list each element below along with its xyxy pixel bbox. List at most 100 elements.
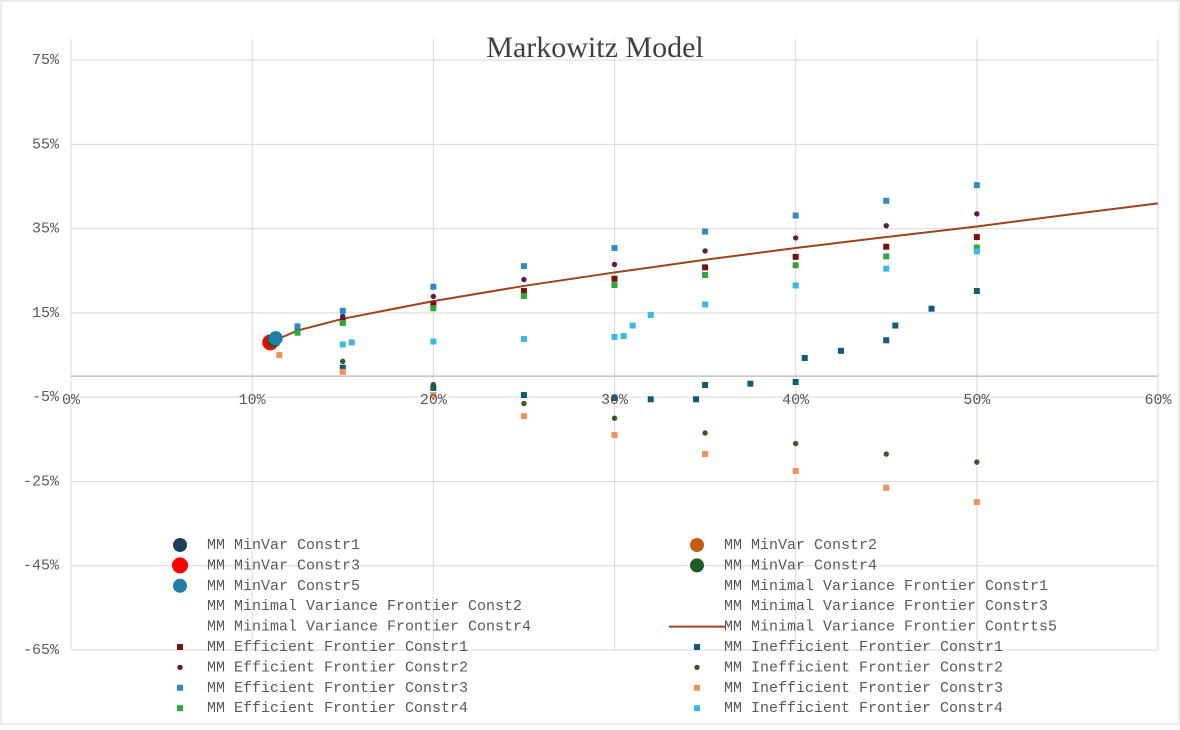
point — [702, 301, 709, 308]
point — [928, 305, 935, 312]
point — [430, 392, 437, 399]
point — [611, 261, 618, 268]
point — [792, 282, 799, 289]
point — [276, 352, 283, 359]
legend-swatch — [177, 684, 183, 691]
x-tick-label: 10% — [239, 392, 267, 409]
point — [620, 333, 627, 340]
point — [611, 395, 618, 402]
point — [702, 430, 708, 436]
y-tick-label: -5% — [32, 389, 60, 406]
point — [693, 396, 700, 403]
point — [430, 301, 437, 308]
legend-label: MM Inefficient Frontier Constr1 — [724, 639, 1003, 656]
legend-label: MM MinVar Constr2 — [724, 537, 877, 554]
point — [792, 262, 799, 269]
point — [520, 392, 527, 399]
point — [611, 275, 618, 282]
point — [294, 323, 301, 330]
point — [702, 248, 708, 254]
y-tick-label: 35% — [32, 221, 60, 238]
point — [339, 307, 346, 314]
y-tick-label: -65% — [23, 642, 60, 659]
point — [747, 380, 754, 387]
point — [348, 339, 355, 346]
point — [792, 467, 799, 474]
point — [520, 287, 527, 294]
legend-label: MM Minimal Variance Frontier Const2 — [207, 598, 522, 615]
point — [339, 368, 346, 375]
plot — [262, 182, 1159, 506]
x-tick-label: 50% — [963, 392, 991, 409]
point — [702, 451, 709, 458]
point — [430, 305, 437, 312]
point — [792, 379, 799, 386]
point — [973, 499, 980, 506]
y-tick-label: -25% — [23, 473, 60, 490]
x-tick-label: 60% — [1144, 392, 1172, 409]
legend-swatch — [173, 578, 187, 593]
legend-swatch — [690, 538, 704, 552]
point — [340, 358, 346, 365]
y-tick-label: -45% — [23, 558, 60, 575]
point — [520, 293, 527, 300]
point — [883, 253, 890, 260]
point — [973, 287, 980, 294]
point — [892, 322, 899, 329]
point — [792, 440, 799, 447]
point — [883, 265, 890, 272]
legend-label: MM Minimal Variance Frontier Contrts5 — [724, 619, 1057, 636]
legend-swatch — [177, 644, 183, 650]
point — [340, 313, 346, 319]
point — [792, 212, 799, 219]
legend-swatch — [694, 664, 700, 671]
point — [430, 283, 437, 290]
point — [647, 396, 654, 403]
legend-swatch — [694, 644, 700, 650]
x-tick-label: 20% — [420, 392, 448, 409]
point — [883, 337, 890, 344]
point — [520, 413, 527, 420]
point — [973, 244, 980, 251]
y-tick-label: 15% — [32, 305, 60, 322]
y-tick-label: 55% — [32, 136, 60, 153]
point — [792, 253, 799, 260]
legend-swatch — [173, 538, 187, 552]
legend-label: MM MinVar Constr1 — [207, 537, 360, 554]
point — [611, 282, 618, 289]
legend-label: MM Efficient Frontier Constr1 — [207, 639, 468, 656]
point — [520, 336, 527, 343]
point — [702, 381, 709, 388]
point — [973, 248, 980, 255]
point — [611, 245, 618, 252]
point — [792, 235, 799, 241]
legend-label: MM Efficient Frontier Constr3 — [207, 680, 468, 697]
x-tick-label: 30% — [601, 392, 629, 409]
point — [883, 222, 889, 229]
point — [973, 234, 980, 241]
y-tick-label: 75% — [32, 52, 60, 69]
point — [702, 228, 709, 235]
legend-swatch — [172, 557, 188, 574]
point — [430, 338, 437, 345]
legend-swatch — [694, 705, 700, 712]
legend-label: MM MinVar Constr3 — [207, 557, 360, 574]
legend-label: MM Inefficient Frontier Constr4 — [724, 700, 1003, 717]
point — [647, 312, 654, 319]
point — [520, 263, 527, 270]
point — [611, 415, 618, 421]
legend-label: MM MinVar Constr4 — [724, 557, 877, 574]
point — [883, 484, 890, 491]
legend-label: MM Inefficient Frontier Constr3 — [724, 680, 1003, 697]
legend-label: MM Minimal Variance Frontier Constr4 — [207, 619, 531, 636]
point — [430, 293, 437, 300]
x-tick-label: 0% — [62, 392, 81, 409]
point — [883, 451, 889, 457]
point — [801, 354, 808, 361]
point — [430, 384, 437, 391]
legend-swatch — [694, 684, 700, 691]
legend-label: MM Efficient Frontier Constr4 — [207, 700, 468, 717]
point — [629, 322, 636, 329]
